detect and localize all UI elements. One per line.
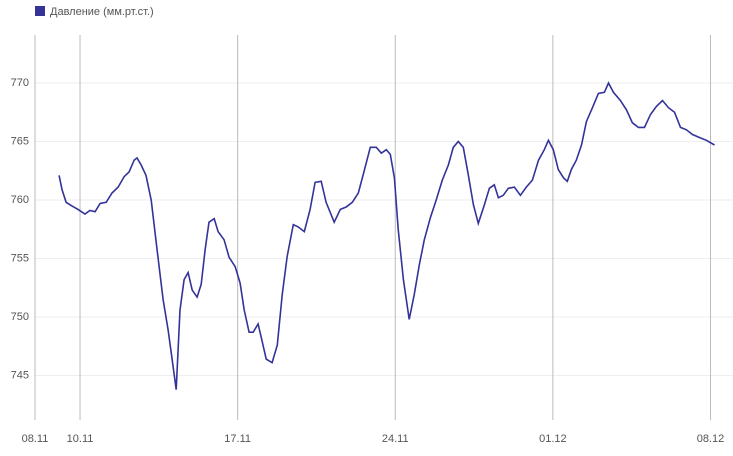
y-tick-label: 750 [11, 311, 29, 323]
x-tick-label: 17.11 [224, 433, 251, 445]
x-tick-label: 08.12 [697, 433, 725, 445]
y-tick-label: 770 [11, 77, 29, 89]
y-tick-label: 755 [11, 252, 29, 264]
y-tick-label: 765 [11, 135, 29, 147]
y-tick-label: 760 [11, 194, 29, 206]
x-tick-label: 10.11 [67, 433, 94, 445]
x-tick-label: 01.12 [539, 433, 567, 445]
legend-label: Давление (мм.рт.ст.) [50, 6, 154, 18]
line [58, 81, 715, 390]
y-tick-label: 745 [11, 369, 29, 381]
x-tick-label: 08.11 [22, 433, 49, 445]
legend-swatch [35, 6, 45, 16]
x-tick-label: 24.11 [382, 433, 409, 445]
